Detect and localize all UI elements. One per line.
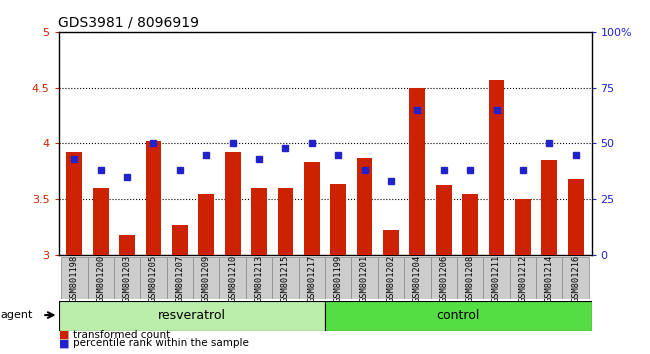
Bar: [378, 257, 404, 299]
Text: transformed count: transformed count: [73, 330, 170, 339]
Text: GSM801206: GSM801206: [439, 254, 448, 302]
Bar: [58, 301, 325, 331]
Bar: [114, 257, 140, 299]
Bar: [304, 162, 320, 255]
Bar: [166, 257, 193, 299]
Text: GSM801217: GSM801217: [307, 254, 317, 302]
Text: GSM801205: GSM801205: [149, 254, 158, 302]
Bar: [536, 257, 562, 299]
Bar: [457, 257, 484, 299]
Bar: [325, 257, 352, 299]
Bar: [410, 88, 425, 255]
Bar: [193, 257, 220, 299]
Bar: [93, 188, 109, 255]
Bar: [510, 257, 536, 299]
Bar: [567, 179, 584, 255]
Text: GSM801216: GSM801216: [571, 254, 580, 302]
Text: resveratrol: resveratrol: [158, 309, 226, 322]
Text: GSM801202: GSM801202: [387, 254, 395, 302]
Text: GSM801200: GSM801200: [96, 254, 105, 302]
Bar: [172, 225, 188, 255]
Text: GSM801203: GSM801203: [123, 254, 131, 302]
Text: agent: agent: [0, 310, 32, 320]
Bar: [220, 257, 246, 299]
Text: GSM801199: GSM801199: [333, 254, 343, 302]
Bar: [88, 257, 114, 299]
Bar: [383, 230, 399, 255]
Text: percentile rank within the sample: percentile rank within the sample: [73, 338, 249, 348]
Bar: [119, 235, 135, 255]
Bar: [541, 160, 557, 255]
Text: control: control: [437, 309, 480, 322]
Bar: [298, 257, 325, 299]
Bar: [61, 257, 88, 299]
Text: GSM801207: GSM801207: [176, 254, 185, 302]
Bar: [515, 199, 531, 255]
Bar: [357, 158, 372, 255]
Bar: [352, 257, 378, 299]
Text: GDS3981 / 8096919: GDS3981 / 8096919: [58, 15, 200, 29]
Text: GSM801210: GSM801210: [228, 254, 237, 302]
Text: GSM801208: GSM801208: [465, 254, 474, 302]
Text: GSM801209: GSM801209: [202, 254, 211, 302]
Text: GSM801213: GSM801213: [255, 254, 263, 302]
Text: GSM801204: GSM801204: [413, 254, 422, 302]
Text: ■: ■: [58, 338, 69, 348]
Bar: [325, 301, 592, 331]
Bar: [251, 188, 267, 255]
Text: GSM801201: GSM801201: [360, 254, 369, 302]
Bar: [489, 80, 504, 255]
Bar: [330, 183, 346, 255]
Bar: [272, 257, 298, 299]
Bar: [140, 257, 166, 299]
Bar: [484, 257, 510, 299]
Bar: [462, 194, 478, 255]
Text: GSM801198: GSM801198: [70, 254, 79, 302]
Bar: [198, 194, 214, 255]
Text: GSM801211: GSM801211: [492, 254, 501, 302]
Bar: [436, 185, 452, 255]
Bar: [146, 141, 161, 255]
Text: GSM801214: GSM801214: [545, 254, 554, 302]
Bar: [404, 257, 430, 299]
Bar: [66, 152, 83, 255]
Bar: [562, 257, 589, 299]
Text: ■: ■: [58, 330, 69, 339]
Text: GSM801212: GSM801212: [519, 254, 527, 302]
Bar: [430, 257, 457, 299]
Bar: [225, 152, 240, 255]
Text: GSM801215: GSM801215: [281, 254, 290, 302]
Bar: [278, 188, 293, 255]
Bar: [246, 257, 272, 299]
